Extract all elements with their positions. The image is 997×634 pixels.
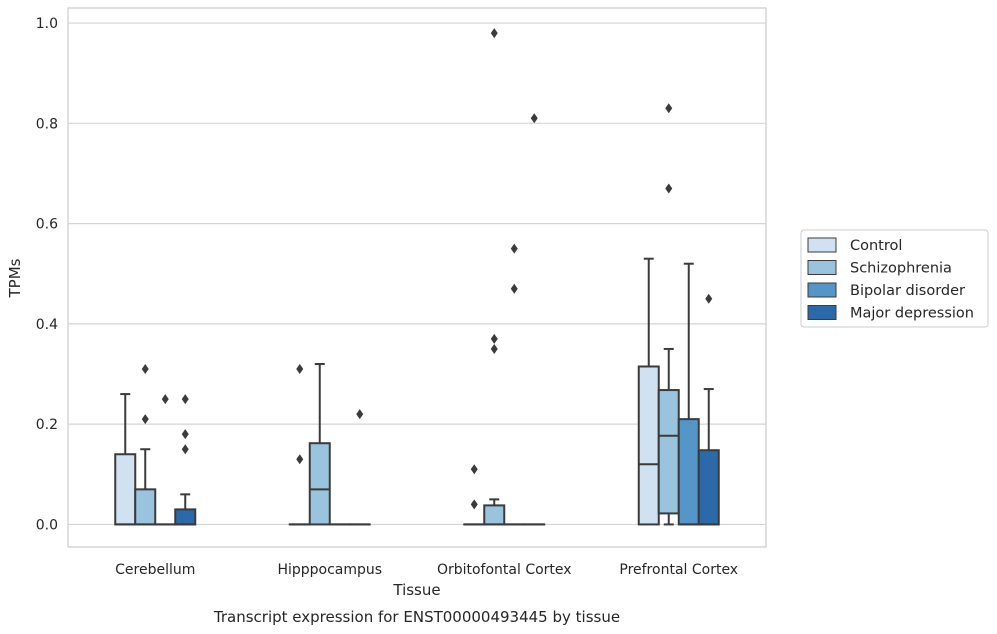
box-body bbox=[114, 453, 137, 526]
box-body bbox=[677, 418, 700, 526]
outlier-point bbox=[470, 464, 478, 475]
outlier-point bbox=[161, 394, 169, 405]
box-major-depression bbox=[174, 394, 197, 526]
legend-swatch bbox=[807, 237, 837, 253]
box-body bbox=[308, 442, 331, 526]
outlier-point bbox=[490, 28, 498, 39]
x-tick-label: Orbitofontal Cortex bbox=[437, 562, 572, 578]
y-tick-label: 0.6 bbox=[36, 217, 58, 233]
outlier-point bbox=[296, 364, 304, 375]
outlier-point bbox=[490, 333, 498, 344]
x-tick-label: Prefrontal Cortex bbox=[619, 562, 738, 578]
outlier-point bbox=[141, 414, 149, 425]
outlier-point bbox=[510, 243, 518, 254]
outlier-point bbox=[181, 394, 189, 405]
legend: Control Schizophrenia Bipolar disorder Majo… bbox=[800, 229, 989, 328]
outlier-point bbox=[490, 343, 498, 354]
box-body bbox=[134, 488, 157, 526]
box-control bbox=[637, 257, 660, 526]
legend-swatch bbox=[807, 260, 837, 275]
x-tick-label: Cerebellum bbox=[115, 562, 195, 578]
outlier-point bbox=[141, 364, 149, 375]
y-tick-label: 0.4 bbox=[36, 317, 58, 333]
box-schizophrenia bbox=[134, 364, 157, 526]
outlier-point bbox=[530, 113, 538, 124]
chart-title: Transcript expression for ENST0000049344… bbox=[213, 608, 620, 626]
y-tick-label: 1.0 bbox=[36, 16, 58, 32]
box-body bbox=[483, 504, 506, 526]
box-schizophrenia bbox=[657, 103, 680, 526]
outlier-point bbox=[510, 283, 518, 294]
outlier-point bbox=[665, 183, 673, 194]
outlier-point bbox=[356, 409, 364, 420]
legend-swatch bbox=[807, 282, 837, 298]
box-schizophrenia bbox=[308, 362, 331, 526]
legend-frame bbox=[800, 229, 989, 328]
outlier-point bbox=[705, 293, 713, 304]
x-tick-label: Hipppocampus bbox=[277, 562, 382, 578]
y-tick-label: 0.0 bbox=[36, 517, 58, 533]
y-tick-labels: 0.0 0.2 0.4 0.6 0.8 1.0 bbox=[36, 16, 58, 533]
outlier-point bbox=[470, 499, 478, 510]
y-tick-label: 0.2 bbox=[36, 417, 58, 433]
box-body bbox=[174, 508, 197, 526]
box-major-depression bbox=[697, 293, 720, 526]
outlier-point bbox=[181, 444, 189, 455]
box-body bbox=[637, 365, 660, 526]
box-body bbox=[657, 389, 680, 515]
legend-label: Major depression bbox=[850, 306, 974, 322]
box-schizophrenia bbox=[483, 28, 506, 526]
box-control bbox=[463, 464, 486, 526]
box-control bbox=[288, 364, 311, 526]
legend-label: Bipolar disorder bbox=[850, 283, 965, 299]
box-body bbox=[697, 449, 720, 526]
box-major-depression bbox=[523, 113, 546, 526]
box-major-depression bbox=[348, 409, 371, 526]
outlier-point bbox=[665, 103, 673, 114]
y-tick-label: 0.8 bbox=[36, 116, 58, 132]
legend-label: Control bbox=[850, 238, 902, 254]
x-tick-labels: Cerebellum Hipppocampus Orbitofontal Corte… bbox=[115, 562, 738, 578]
outlier-point bbox=[181, 429, 189, 440]
y-axis-label: TPMs bbox=[6, 258, 24, 298]
x-axis-label: Tissue bbox=[392, 581, 440, 599]
outlier-point bbox=[296, 454, 304, 465]
boxes-group bbox=[114, 28, 720, 526]
legend-swatch bbox=[807, 305, 837, 320]
legend-label: Schizophrenia bbox=[850, 261, 952, 277]
